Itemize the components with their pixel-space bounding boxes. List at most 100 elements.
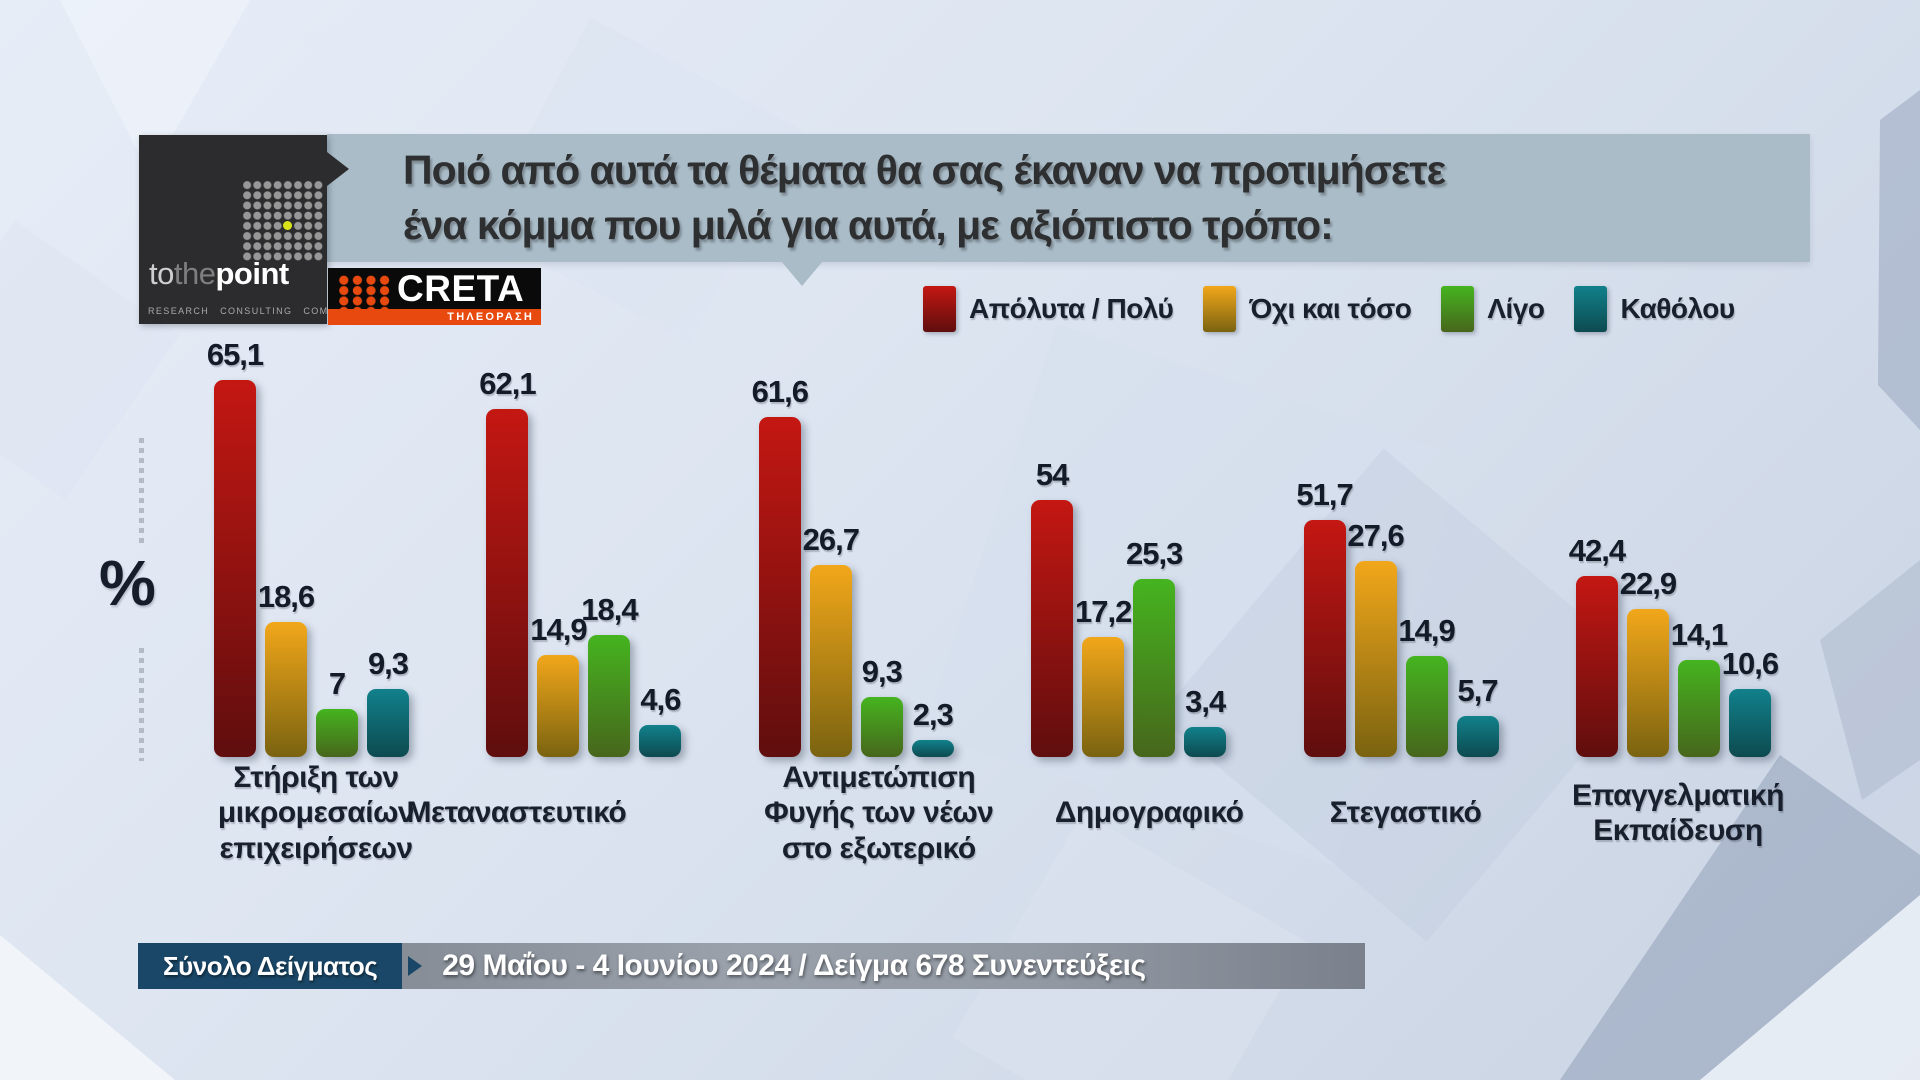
bar-value-not-really-cat5: 27,6: [1347, 518, 1404, 553]
sample-total-label: Σύνολο Δείγματος: [138, 943, 403, 989]
bar-a-little-cat2: 18,4: [581, 592, 639, 757]
bar-value-a-little-cat6: 14,1: [1670, 617, 1728, 652]
legend-item-not-at-all: Καθόλου: [1574, 286, 1735, 332]
bar-group-5: 51,7 27,6 14,9 5,7 Στεγαστικό: [1296, 477, 1508, 829]
bar-not-really-cat1: 18,6: [258, 579, 315, 757]
bar-col-very-much: 54: [1031, 457, 1074, 757]
bar-group-3: 61,6 26,7 9,3 2,3 Αντιμετώπιση Φυγής των νέων…: [752, 374, 994, 865]
fieldwork-info-text: 29 Μαΐου - 4 Ιουνίου 2024 / Δείγμα 678 Σ…: [442, 949, 1146, 982]
bar-not-at-all-cat4: 3,4: [1184, 684, 1226, 757]
creta-subtitle: ΤΗΛΕΟΡΑΣΗ: [447, 311, 534, 323]
bar-col-not-really: 22,9: [1620, 566, 1677, 757]
bar-very-much-cat6: 42,4: [1569, 533, 1626, 757]
tothepoint-yellow-dot-icon: [283, 221, 292, 230]
legend-label-not-really: Όχι και τόσο: [1249, 293, 1412, 324]
bar-very-much-cat5: 51,7: [1296, 477, 1354, 757]
bar-not-at-all-cat5: 5,7: [1456, 673, 1499, 757]
tothepoint-word-the: the: [173, 256, 216, 291]
bar-value-very-much-cat2: 62,1: [479, 366, 536, 401]
bar-col-not-at-all: 10,6: [1722, 646, 1779, 757]
bar-group-4: 54 17,2 25,3 3,4 Δημογραφικό: [1031, 457, 1244, 829]
bar-not-really-cat6: 22,9: [1620, 566, 1677, 757]
bar-col-a-little: 9,3: [860, 654, 903, 757]
category-label-2: Μεταναστευτικό: [406, 796, 627, 830]
bar-a-little-cat3: 9,3: [860, 654, 903, 757]
bar-value-very-much-cat1: 65,1: [206, 337, 264, 372]
bar-not-at-all-cat2: 4,6: [639, 682, 681, 757]
fieldwork-info: 29 Μαΐου - 4 Ιουνίου 2024 / Δείγμα 678 Σ…: [402, 943, 1366, 989]
bar-value-a-little-cat1: 7: [328, 666, 346, 701]
bar-col-not-really: 18,6: [258, 579, 315, 757]
category-label-4: Δημογραφικό: [1054, 796, 1244, 830]
bar-not-at-all-cat1: 9,3: [367, 646, 409, 757]
bar-value-a-little-cat2: 18,4: [581, 592, 638, 627]
bar-col-a-little: 14,1: [1671, 617, 1728, 757]
tothepoint-logo: tothepoint RESEARCH CONSULTING COMMUNICA…: [139, 135, 397, 324]
bar-value-very-much-cat3: 61,6: [751, 374, 809, 409]
bar-value-not-at-all-cat6: 10,6: [1721, 646, 1779, 681]
legend-label-not-at-all: Καθόλου: [1620, 293, 1735, 324]
dotted-axis-line-lower: [139, 648, 144, 761]
bar-a-little-cat5: 14,9: [1398, 613, 1456, 757]
bar-group-2: 62,1 14,9 18,4 4,6 Μεταναστευτικό: [407, 366, 690, 829]
bar-group-6: 42,4 22,9 14,1 10,6 Επαγγελματική Εκπαίδευση: [1569, 533, 1785, 847]
legend-swatch-very-much: [923, 286, 956, 332]
category-label-6: Επαγγελματική Εκπαίδευση: [1571, 778, 1784, 847]
bar-very-much-cat2: 62,1: [479, 366, 537, 757]
bar-very-much-cat4: 54: [1031, 457, 1074, 757]
bar-not-at-all-cat3: 2,3: [911, 697, 954, 757]
bar-value-a-little-cat3: 9,3: [861, 654, 903, 689]
bar-not-really-cat2: 14,9: [530, 612, 588, 757]
legend-swatch-not-really: [1203, 286, 1237, 332]
creta-strip: ΤΗΛΕΟΡΑΣΗ: [328, 309, 541, 325]
legend-swatch-a-little: [1441, 286, 1475, 332]
bar-value-not-at-all-cat4: 3,4: [1185, 684, 1226, 719]
legend-label-very-much: Απόλυτα / Πολύ: [969, 293, 1174, 324]
bar-value-not-really-cat2: 14,9: [530, 612, 587, 647]
creta-wordmark: CRETA: [397, 268, 525, 309]
bar-value-not-at-all-cat1: 9,3: [367, 646, 409, 681]
legend-item-not-really: Όχι και τόσο: [1203, 286, 1412, 332]
bar-col-very-much: 51,7: [1296, 477, 1354, 757]
legend-item-a-little: Λίγο: [1441, 286, 1545, 332]
bar-value-not-really-cat3: 26,7: [802, 522, 860, 557]
bar-value-not-at-all-cat3: 2,3: [912, 697, 954, 732]
category-label-1: Στήριξη των μικρομεσαίων επιχειρήσεων: [217, 760, 415, 865]
tothepoint-tagline: RESEARCH CONSULTING COMMUNICATION: [148, 306, 399, 316]
bar-col-not-at-all: 4,6: [639, 682, 681, 757]
title-band-pointer: [781, 261, 823, 286]
bar-col-a-little: 7: [316, 666, 358, 757]
tothepoint-dot-grid-icon: [242, 180, 324, 262]
bar-very-much-cat3: 61,6: [752, 374, 809, 757]
bar-col-not-at-all: 2,3: [911, 697, 954, 757]
category-label-3: Αντιμετώπιση Φυγής των νέων στο εξωτερικό: [764, 760, 994, 865]
tothepoint-word-to: to: [149, 256, 174, 291]
bar-col-not-really: 17,2: [1075, 594, 1132, 757]
legend-swatch-not-at-all: [1574, 286, 1608, 332]
dotted-axis-line-upper: [139, 438, 144, 548]
bar-col-a-little: 25,3: [1126, 536, 1183, 757]
creta-tv-logo: CRETA ΤΗΛΕΟΡΑΣΗ: [328, 268, 541, 325]
bar-col-not-really: 26,7: [803, 522, 860, 757]
bar-very-much-cat1: 65,1: [207, 337, 264, 757]
bar-not-really-cat5: 27,6: [1347, 518, 1405, 757]
chart-legend: Απόλυτα / Πολύ Όχι και τόσο Λίγο Καθόλου: [923, 286, 1735, 332]
bar-value-not-really-cat1: 18,6: [257, 579, 315, 614]
tothepoint-wordmark: tothepoint: [149, 256, 289, 292]
bar-a-little-cat1: 7: [316, 666, 358, 757]
bar-value-very-much-cat4: 54: [1035, 457, 1069, 492]
bar-col-a-little: 18,4: [581, 592, 639, 757]
bar-col-very-much: 42,4: [1569, 533, 1626, 757]
bar-group-1: 65,1 18,6 7 9,3 Στήριξη των μικρομεσαίων επιχε…: [207, 337, 418, 865]
tothepoint-word-point: point: [215, 256, 289, 291]
bar-value-not-really-cat4: 17,2: [1075, 594, 1132, 629]
page-title-line2: ένα κόμμα που μιλά για αυτά, με αξιόπιστ…: [403, 202, 1334, 248]
bar-not-really-cat4: 17,2: [1075, 594, 1132, 757]
chevron-right-icon: [408, 956, 423, 976]
bar-col-not-at-all: 9,3: [367, 646, 409, 757]
bar-col-very-much: 61,6: [752, 374, 809, 757]
bar-value-a-little-cat4: 25,3: [1126, 536, 1183, 571]
bar-not-really-cat3: 26,7: [803, 522, 860, 757]
bar-col-a-little: 14,9: [1398, 613, 1456, 757]
bar-not-at-all-cat6: 10,6: [1722, 646, 1779, 757]
